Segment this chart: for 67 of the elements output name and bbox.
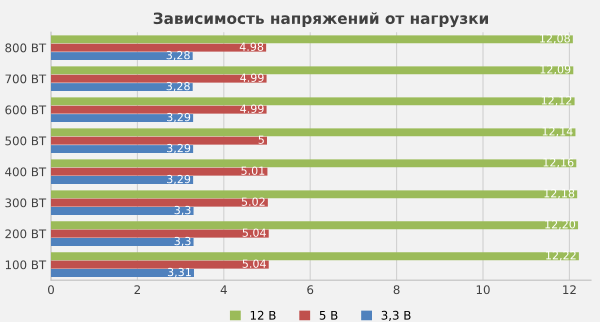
bar: [51, 190, 578, 198]
data-label: 3,31: [168, 268, 191, 278]
bar: [51, 52, 193, 60]
data-label: 4.99: [240, 104, 264, 113]
bar: [51, 128, 576, 136]
x-tick-label: 0: [48, 285, 54, 294]
chart-title: Зависимость напряжений от нагрузки: [154, 12, 488, 28]
bar: [51, 66, 574, 74]
bar: [51, 83, 193, 92]
bar: [51, 269, 194, 277]
y-tick-label: 800 ВТ: [5, 43, 46, 52]
legend-label: 3,3 В: [382, 310, 411, 321]
data-label: 3,29: [167, 174, 190, 184]
bar: [51, 260, 269, 269]
data-label: 5.04: [242, 259, 266, 268]
data-label: 3,3: [174, 206, 191, 216]
bar: [51, 145, 194, 154]
data-label: 12,16: [544, 158, 574, 168]
data-label: 3,29: [167, 144, 190, 154]
y-tick-label: 500 ВТ: [5, 136, 46, 146]
data-label: 12,08: [540, 34, 570, 44]
bar: [51, 221, 578, 230]
x-tick-label: 8: [394, 285, 400, 294]
data-label: 12,18: [544, 189, 574, 199]
y-tick-label: 300 ВТ: [5, 198, 46, 208]
data-label: 5: [258, 136, 264, 144]
bar: [51, 114, 194, 122]
bar: [51, 238, 194, 246]
data-label: 12,14: [542, 127, 573, 137]
x-tick-label: 12: [563, 285, 576, 294]
bar: [51, 106, 267, 114]
data-label: 5.01: [241, 166, 264, 175]
data-label: 3,29: [167, 112, 190, 122]
bar: [51, 198, 268, 207]
data-label: 12,12: [542, 96, 572, 106]
y-tick-label: 200 ВТ: [5, 229, 46, 238]
legend-label: 5 В: [320, 310, 338, 320]
data-label: 12,20: [545, 220, 576, 230]
bar: [51, 230, 269, 238]
data-label: 12,22: [546, 251, 576, 261]
data-label: 12,09: [540, 65, 570, 75]
x-tick-label: 10: [476, 285, 490, 294]
data-label: 4.99: [240, 74, 264, 82]
bar: [51, 207, 194, 215]
data-label: 3,28: [166, 82, 190, 92]
bar: [51, 35, 573, 44]
y-tick-label: 400 ВТ: [5, 167, 46, 176]
bar: [51, 159, 576, 168]
bar: [51, 168, 268, 176]
data-label: 5.04: [242, 228, 266, 237]
data-label: 3,3: [174, 236, 191, 246]
data-label: 3,28: [166, 50, 190, 60]
bar: [51, 176, 194, 184]
x-tick-label: 4: [220, 285, 227, 294]
bar: [51, 252, 579, 260]
bar: [51, 97, 575, 106]
y-tick-label: 700 ВТ: [6, 74, 46, 84]
bar: [51, 74, 267, 83]
x-tick-label: 2: [134, 285, 140, 294]
data-label: 5.02: [242, 197, 265, 206]
legend-label: 12 В: [250, 310, 276, 320]
y-tick-label: 100 ВТ: [6, 260, 46, 270]
y-tick-label: 600 ВТ: [5, 105, 46, 114]
x-tick-label: 6: [307, 285, 314, 294]
data-label: 4.98: [240, 42, 264, 51]
bar: [51, 136, 267, 145]
bar: [51, 44, 266, 52]
